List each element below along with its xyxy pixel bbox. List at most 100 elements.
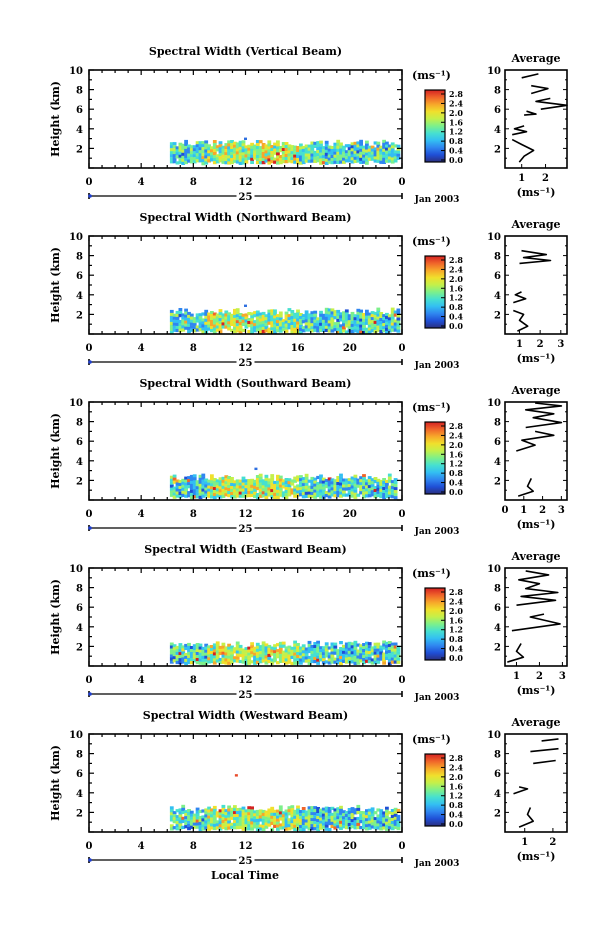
heatmap-cell xyxy=(184,314,188,318)
heatmap-cell xyxy=(207,482,211,486)
heatmap-cell xyxy=(195,492,200,496)
heatmap-cell xyxy=(379,827,384,831)
heatmap-cell xyxy=(301,151,306,156)
average-y-tick-label: 2 xyxy=(494,310,501,321)
heatmap-cell xyxy=(327,813,332,817)
heatmap-cell xyxy=(178,811,183,815)
heatmap-cell xyxy=(382,640,386,644)
heatmap-cell xyxy=(313,156,318,160)
heatmap-cell xyxy=(261,146,266,150)
heatmap-cell xyxy=(339,154,343,158)
heatmap-cell xyxy=(333,160,338,164)
heatmap-cell xyxy=(253,810,257,814)
heatmap-cell xyxy=(362,661,366,665)
heatmap-cell xyxy=(187,323,191,328)
heatmap-cell xyxy=(204,658,209,662)
colorbar-tick-label: 1.2 xyxy=(449,459,463,469)
heatmap-cell xyxy=(204,149,209,153)
heatmap-cell xyxy=(198,646,203,650)
y-tick-label: 10 xyxy=(69,564,83,575)
heatmap-cell xyxy=(264,320,269,324)
heatmap-cell xyxy=(261,647,266,651)
heatmap-cell xyxy=(293,824,297,828)
heatmap-cell xyxy=(362,160,366,164)
heatmap-cell xyxy=(307,147,312,151)
heatmap-cell xyxy=(310,812,315,816)
heatmap-cell xyxy=(273,492,277,497)
heatmap-cell xyxy=(238,653,243,658)
heatmap-cell xyxy=(307,818,312,822)
heatmap-cell xyxy=(310,653,315,658)
y-tick-label: 10 xyxy=(69,730,83,741)
heatmap-cell xyxy=(181,804,186,808)
heatmap-cell xyxy=(350,317,355,322)
heatmap-cell xyxy=(324,316,329,320)
heatmap-cell xyxy=(387,650,392,654)
heatmap-cell xyxy=(267,647,272,652)
heatmap-cell xyxy=(264,661,269,665)
heatmap-cell xyxy=(230,140,234,144)
heatmap-cell xyxy=(204,487,209,491)
heatmap-cell xyxy=(181,657,186,661)
heatmap-cell xyxy=(169,818,174,822)
heatmap-cell xyxy=(178,658,183,662)
average-profile-line xyxy=(513,786,529,795)
heatmap-cell xyxy=(238,488,243,492)
heatmap-cell xyxy=(250,324,254,328)
heatmap-cell xyxy=(258,318,263,322)
heatmap-cell xyxy=(310,815,315,819)
average-x-tick-label: 1 xyxy=(520,505,527,516)
heatmap-cell xyxy=(287,657,292,661)
heatmap-cell xyxy=(189,474,194,479)
heatmap-cell xyxy=(301,145,306,150)
heatmap-cell xyxy=(178,151,183,155)
heatmap-cell xyxy=(195,147,200,151)
heatmap-cell xyxy=(321,825,326,829)
heatmap-cell xyxy=(189,810,194,814)
heatmap-cell xyxy=(362,483,366,487)
heatmap-cell xyxy=(224,325,229,329)
heatmap-cell xyxy=(281,820,286,824)
heatmap-cell xyxy=(241,488,246,492)
heatmap-cell xyxy=(215,154,220,158)
heatmap-cell xyxy=(324,818,329,822)
heatmap-cell xyxy=(244,160,249,164)
heatmap-cell xyxy=(233,147,237,151)
average-profile-line xyxy=(517,478,535,497)
heatmap-cell xyxy=(261,641,266,645)
heatmap-cell xyxy=(227,149,231,153)
heatmap-cell xyxy=(353,655,358,659)
heatmap-cell xyxy=(250,315,254,319)
colorbar-tick-label: 0.8 xyxy=(449,136,463,146)
heatmap-cell xyxy=(336,810,341,814)
heatmap-cell xyxy=(218,645,223,650)
heatmap-cell xyxy=(387,320,392,324)
heatmap-cell xyxy=(324,491,329,495)
heatmap-cell xyxy=(189,813,194,817)
heatmap-cell xyxy=(276,809,280,813)
heatmap-cell xyxy=(270,486,275,490)
heatmap-cell xyxy=(184,810,188,814)
heatmap-cell xyxy=(301,810,306,814)
heatmap-cell xyxy=(296,805,300,809)
heatmap-cell xyxy=(359,811,363,815)
x-tick-label: 12 xyxy=(239,675,253,686)
day-label-bg xyxy=(236,855,255,865)
heatmap-cell xyxy=(253,825,257,829)
heatmap-cell xyxy=(390,827,395,831)
heatmap-cell xyxy=(319,489,323,493)
heatmap-cell xyxy=(301,807,306,811)
heatmap-cell xyxy=(344,826,349,830)
heatmap-cell xyxy=(189,816,194,820)
heatmap-cell xyxy=(293,148,297,152)
heatmap-cell xyxy=(365,482,369,486)
heatmap-cell xyxy=(290,151,295,155)
heatmap-cell xyxy=(187,156,191,160)
heatmap-cell xyxy=(224,475,229,479)
heatmap-cell xyxy=(169,481,174,485)
heatmap-cell xyxy=(310,479,315,484)
heatmap-cell xyxy=(367,823,372,827)
panel-title: Spectral Width (Northward Beam) xyxy=(140,211,352,224)
heatmap-cell xyxy=(353,159,358,163)
heatmap-cell xyxy=(281,160,286,164)
